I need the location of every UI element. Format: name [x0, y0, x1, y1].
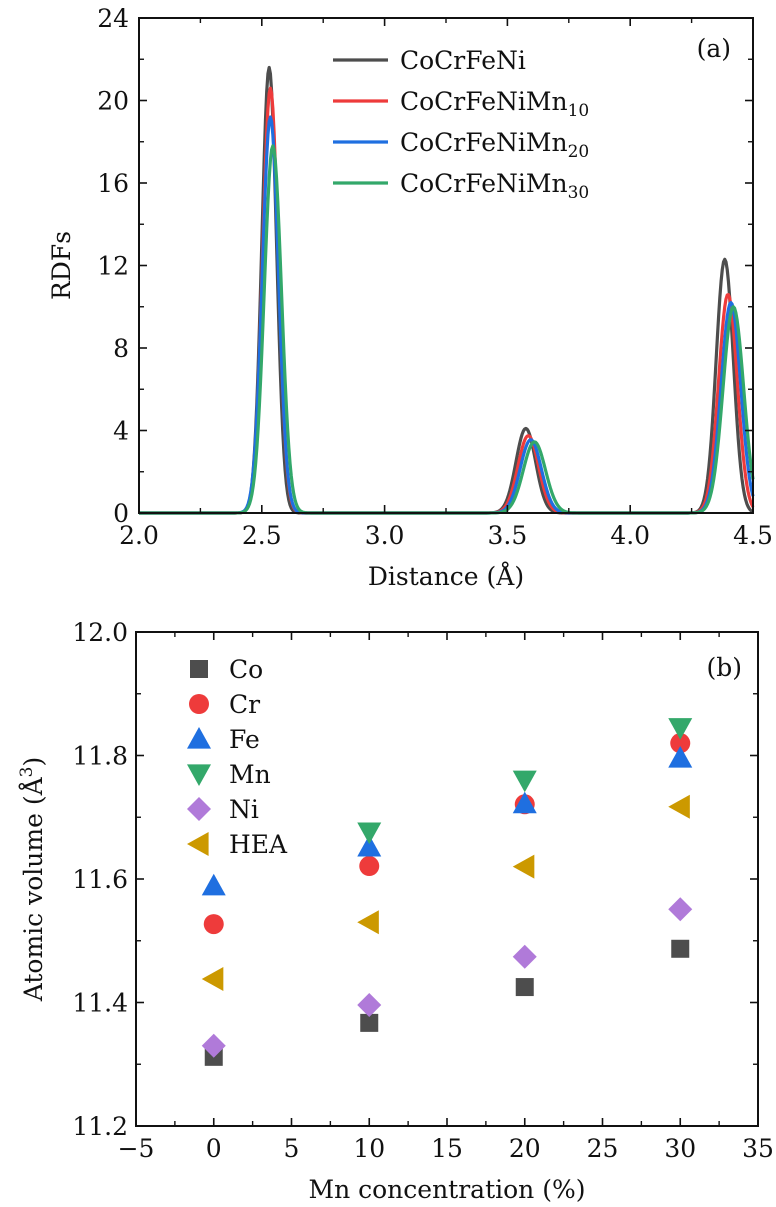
- legend-label: Ni: [229, 795, 259, 824]
- legend-entry-co: Co: [190, 655, 263, 684]
- legend-marker-circle-icon: [189, 694, 209, 714]
- legend-entry-cocrfenimn10: CoCrFeNiMn10: [333, 87, 589, 121]
- y-tick-label: 20: [97, 87, 129, 116]
- x-tick-label: 35: [742, 1134, 774, 1163]
- data-point-hea-10: [357, 910, 379, 935]
- y-tick-label: 12.0: [72, 618, 128, 647]
- y-tick-label: 4: [113, 417, 129, 446]
- legend-marker-triangle-left-icon: [187, 832, 209, 856]
- panel-b-legend: Co Cr Fe Mn Ni HEA: [187, 655, 288, 859]
- legend-label: Co: [229, 655, 263, 684]
- y-tick-label: 0: [113, 499, 129, 528]
- x-tick-label: 4.5: [733, 521, 773, 550]
- data-point-hea-0: [201, 967, 224, 992]
- legend-label: CoCrFeNi: [400, 46, 526, 75]
- legend-label: Cr: [229, 690, 260, 719]
- legend-marker-square-icon: [190, 660, 208, 678]
- data-point-co-20: [515, 978, 534, 997]
- legend-entry-cr: Cr: [189, 690, 260, 719]
- data-point-co-30: [671, 939, 690, 958]
- data-point-cr-10: [359, 856, 380, 877]
- data-point-fe-30: [668, 745, 693, 768]
- legend-entry-cocrfenimn30: CoCrFeNiMn30: [333, 169, 589, 203]
- panel-a-x-axis: 2.0 2.5 3.0 3.5 4.0 4.5: [119, 18, 773, 550]
- panel-a-legend: CoCrFeNi CoCrFeNiMn10 CoCrFeNiMn20 CoCrFeNi…: [333, 46, 589, 203]
- panel-a-y-axis: 0 4 8 12 16 20 24: [97, 4, 753, 528]
- legend-label: CoCrFeNiMn30: [400, 169, 589, 203]
- panel-b-x-axis: −5 0 5 10 15 20 25 30 35: [118, 632, 774, 1163]
- data-point-cr-30: [670, 733, 691, 754]
- legend-marker-triangle-down-icon: [187, 764, 211, 786]
- legend-entry-mn: Mn: [187, 760, 271, 789]
- legend-label: Fe: [229, 725, 260, 754]
- x-tick-label: 4.0: [610, 521, 650, 550]
- y-tick-label: 12: [97, 252, 129, 281]
- legend-label: CoCrFeNiMn10: [400, 87, 589, 121]
- x-tick-label: 15: [431, 1134, 463, 1163]
- data-point-mn-30: [668, 718, 693, 740]
- legend-entry-hea: HEA: [187, 830, 288, 859]
- panel-a-rdf-chart: 2.0 2.5 3.0 3.5 4.0 4.5 0 4 8 12 16 20 24 Distance …: [47, 4, 773, 591]
- panel-a-y-axis-title: RDFs: [47, 231, 76, 300]
- series-ni: [201, 897, 693, 1058]
- y-tick-label: 11.8: [72, 742, 128, 771]
- data-point-ni-20: [512, 944, 537, 969]
- panel-b-data-points: [201, 718, 693, 1066]
- data-point-ni-10: [357, 992, 382, 1017]
- y-tick-label: 16: [97, 169, 129, 198]
- x-tick-label: 2.5: [242, 521, 282, 550]
- y-tick-label: 11.6: [72, 865, 128, 894]
- series-hea: [201, 794, 690, 992]
- legend-label: HEA: [229, 830, 288, 859]
- x-tick-label: 2.0: [119, 521, 159, 550]
- panel-b-y-axis-title: Atomic volume (Å3): [17, 757, 48, 1002]
- series-mn: [357, 718, 693, 845]
- data-point-mn-20: [512, 770, 537, 793]
- data-point-ni-0: [201, 1033, 226, 1058]
- panel-b-x-axis-title: Mn concentration (%): [308, 1175, 585, 1204]
- data-point-hea-30: [668, 794, 690, 819]
- legend-entry-cocrfenimn20: CoCrFeNiMn20: [333, 128, 589, 162]
- legend-entry-cocrfeni: CoCrFeNi: [333, 46, 526, 75]
- y-tick-label: 11.4: [72, 989, 128, 1018]
- data-point-fe-10: [357, 834, 382, 857]
- legend-entry-fe: Fe: [187, 725, 260, 754]
- y-tick-label: 24: [97, 4, 129, 33]
- x-tick-label: 30: [664, 1134, 696, 1163]
- x-tick-label: 20: [509, 1134, 541, 1163]
- data-point-fe-20: [512, 791, 537, 814]
- legend-label: Mn: [229, 760, 271, 789]
- data-point-ni-30: [668, 897, 693, 922]
- x-tick-label: −5: [118, 1134, 155, 1163]
- x-tick-label: 5: [284, 1134, 300, 1163]
- legend-marker-triangle-up-icon: [187, 727, 211, 749]
- x-tick-label: 25: [587, 1134, 619, 1163]
- x-tick-label: 3.5: [488, 521, 528, 550]
- y-tick-label: 8: [113, 334, 129, 363]
- series-line-cocrfenimn30: [138, 144, 755, 515]
- data-point-co-10: [360, 1013, 379, 1032]
- data-point-mn-10: [357, 822, 382, 845]
- x-tick-label: 0: [206, 1134, 222, 1163]
- panel-b-atomic-volume-chart: −5 0 5 10 15 20 25 30 35 11.2 11.4 11.6 11.8 12.0 Mn…: [17, 618, 774, 1204]
- data-point-hea-20: [512, 854, 535, 879]
- panel-b-label: (b): [706, 653, 742, 682]
- x-tick-label: 3.0: [365, 521, 405, 550]
- x-tick-label: 10: [353, 1134, 385, 1163]
- y-tick-label: 11.2: [72, 1112, 128, 1141]
- series-fe: [201, 745, 693, 896]
- panel-a-label: (a): [697, 34, 731, 63]
- panel-a-x-axis-title: Distance (Å): [368, 561, 524, 591]
- data-point-fe-0: [201, 873, 226, 896]
- panel-b-y-axis: 11.2 11.4 11.6 11.8 12.0: [72, 618, 758, 1141]
- data-point-cr-0: [203, 914, 224, 935]
- series-co: [204, 939, 690, 1066]
- legend-entry-ni: Ni: [187, 795, 259, 824]
- legend-label: CoCrFeNiMn20: [400, 128, 589, 162]
- legend-marker-diamond-icon: [187, 797, 211, 821]
